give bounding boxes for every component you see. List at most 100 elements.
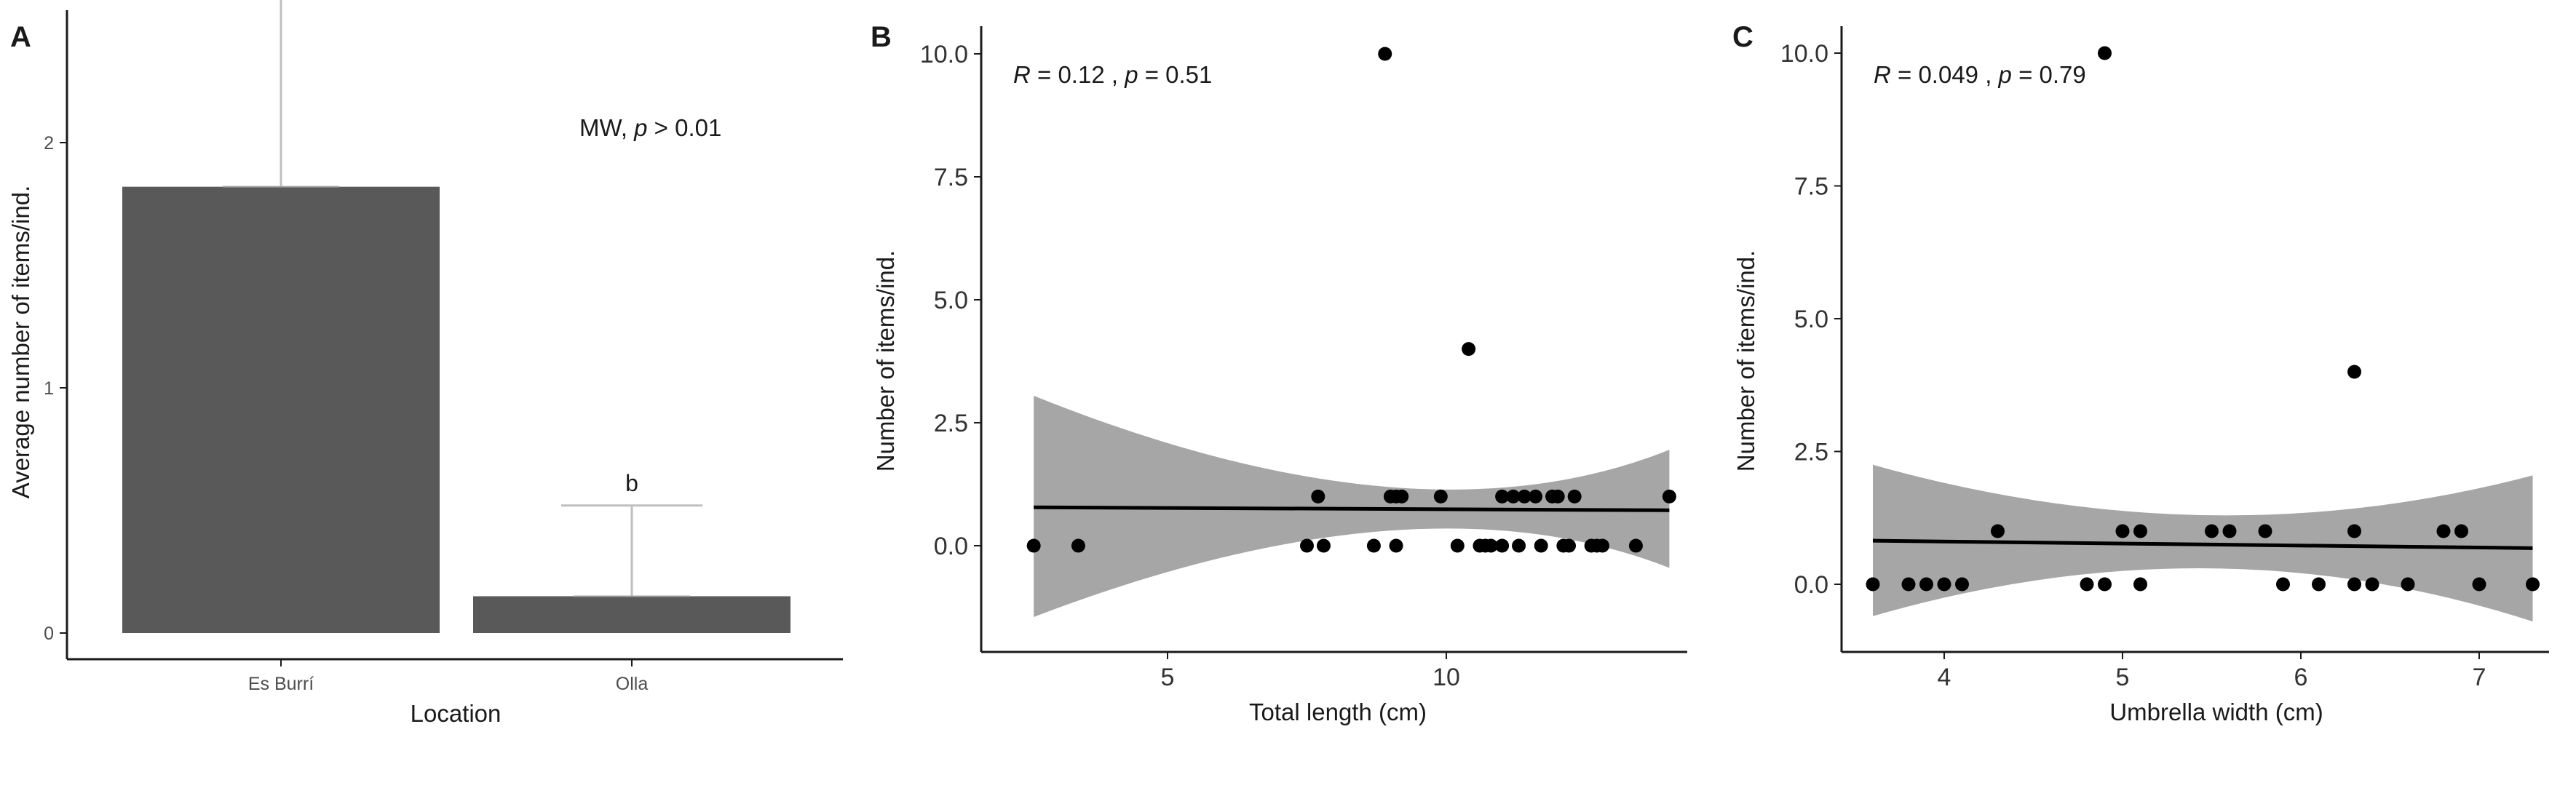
data-point [1433,489,1448,504]
data-point [1316,538,1331,553]
annot-b-r-value: = 0.12 , [1031,61,1125,88]
data-point [2401,577,2415,592]
data-point [1529,489,1543,504]
data-point [1955,577,1969,592]
data-point [2258,524,2272,538]
y-tick-label: 0 [44,624,54,644]
panel-c-y-axis-title: Number of items/ind. [1732,250,1759,471]
regression-line [1872,538,2533,550]
panel-a-mann-whitney-annotation: MW, p > 0.01 [579,114,721,141]
y-tick-label: 7.5 [1794,173,1828,201]
data-point [2347,365,2361,379]
x-tick-label: Olla [616,674,649,694]
data-point [1937,577,1951,592]
panel-b-x-axis-title: Total length (cm) [1249,699,1427,725]
data-point [1512,538,1526,553]
data-point [1866,577,1880,592]
annot-a-p: p [633,114,647,141]
y-tick-label: 0.0 [934,533,968,560]
data-point [2115,524,2130,538]
y-tick-label: 2.5 [934,410,968,437]
x-tick-label: 7 [2473,664,2486,691]
data-point [2347,577,2361,592]
panel-b-scatter-plot: B 0.0 2.5 5.0 7.5 10.0 5 10 Number of items/in… [871,21,1687,725]
panel-b-ci-band [1034,395,1670,618]
panel-a-x-axis-title: Location [411,700,502,727]
data-point [1495,538,1510,553]
data-point [2526,577,2540,592]
x-tick-label: 6 [2294,664,2308,691]
x-tick-label: Es Burrí [248,674,314,694]
data-point [1378,47,1392,61]
data-point [1595,538,1609,553]
data-point [2454,524,2468,538]
panel-c-scatter-plot: C 0.0 2.5 5.0 7.5 10.0 4 5 6 7 Number of items/i… [1732,21,2549,725]
panel-c-correlation-annotation: R = 0.049 , p = 0.79 [1874,61,2086,88]
data-point [2098,577,2112,592]
panel-b-y-axis-title: Number of items/ind. [872,250,899,471]
data-point [2205,524,2219,538]
regression-line [1034,505,1670,512]
data-point [1300,538,1314,553]
data-point [1450,538,1465,553]
panel-a-axes: Es BurríOlla01234 [44,10,843,694]
annot-a-prefix: MW, [579,114,634,141]
data-point [1389,538,1403,553]
y-tick-label: 2.5 [1794,439,1828,466]
data-point [2365,577,2379,592]
data-point [1483,538,1498,553]
data-point [2312,577,2326,592]
panel-c-x-axis-title: Umbrella width (cm) [2109,699,2323,725]
panel-b-correlation-annotation: R = 0.12 , p = 0.51 [1013,61,1212,88]
x-tick-label: 5 [2116,664,2130,691]
panel-c-axes: 0.0 2.5 5.0 7.5 10.0 4 5 6 7 [1780,26,2549,691]
data-point [2276,577,2290,592]
data-point [1026,538,1041,553]
data-point [1366,538,1381,553]
bar [122,186,440,633]
data-point [2133,524,2147,538]
panel-b-axes: 0.0 2.5 5.0 7.5 10.0 5 10 [920,26,1687,691]
y-tick-label: 1 [44,378,54,399]
x-tick-label: 5 [1161,664,1175,691]
significance-letter: b [625,470,638,496]
data-point [2222,524,2237,538]
x-tick-label: 4 [1938,664,1951,691]
annot-a-suffix: > 0.01 [648,114,722,141]
data-point [1071,538,1085,553]
data-point [2080,577,2094,592]
data-point [1517,489,1531,504]
data-point [1562,538,1577,553]
data-point [1567,489,1582,504]
data-point [2347,524,2361,538]
data-point [2472,577,2486,592]
panel-label-b: B [871,21,892,53]
panel-b-marks [1026,47,1676,553]
y-tick-label: 5.0 [934,287,968,314]
y-tick-label: 2 [44,133,54,154]
y-tick-label: 10.0 [1780,40,1828,68]
data-point [1901,577,1916,592]
panel-label-c: C [1732,21,1753,53]
panel-c-marks [1866,46,2540,592]
panel-label-a: A [10,21,31,53]
y-tick-label: 10.0 [920,41,968,68]
data-point [1628,538,1643,553]
y-tick-label: 5.0 [1794,306,1828,333]
data-point [1991,524,2005,538]
data-point [2133,577,2147,592]
annot-b-p: p [1124,61,1138,88]
annot-c-r-value: = 0.049 , [1891,61,1999,88]
confidence-band [1034,395,1670,618]
data-point [1462,342,1476,357]
panel-a-bar-chart: A ab Es BurríOlla01234 Average number of… [7,0,843,727]
panel-a-y-axis-title: Average number of items/ind. [7,186,34,498]
y-tick-label: 0.0 [1794,571,1828,599]
data-point [1495,489,1510,504]
annot-b-p-value: = 0.51 [1138,61,1213,88]
data-point [1919,577,1933,592]
annot-b-r: R [1013,61,1031,88]
data-point [1662,489,1676,504]
y-tick-label: 7.5 [934,164,968,191]
data-point [1395,489,1409,504]
